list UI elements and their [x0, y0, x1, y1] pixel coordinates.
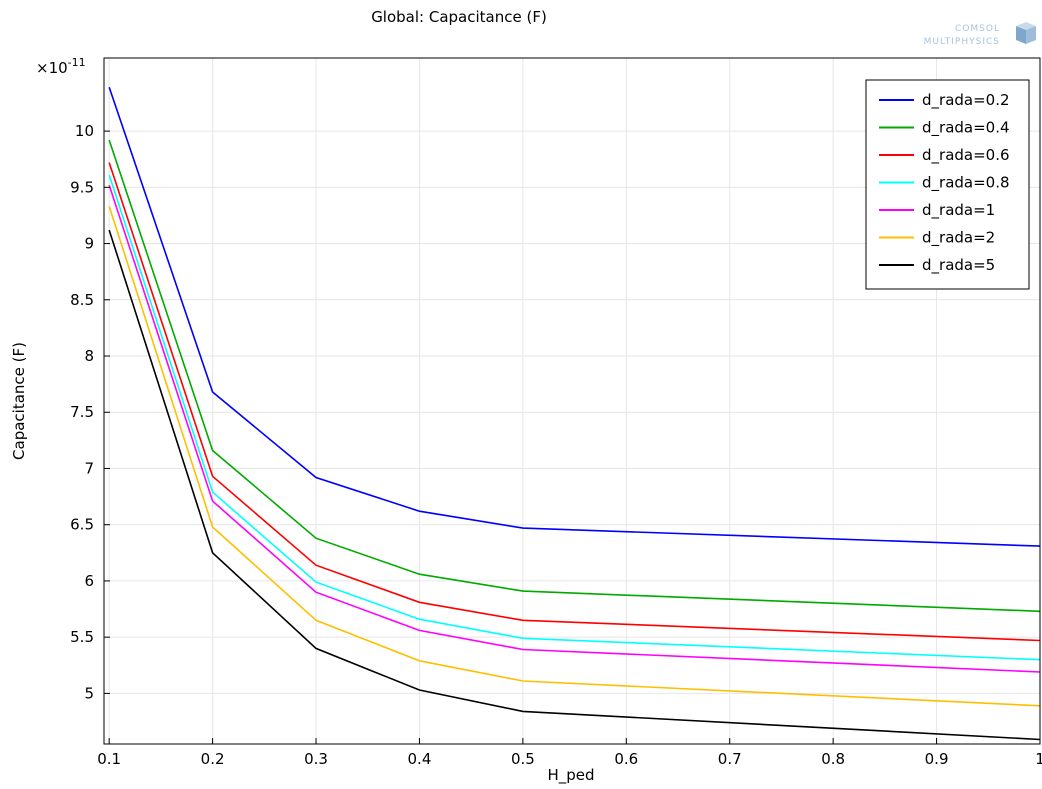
series-line-d-rada-0-8 — [108, 174, 1041, 661]
y-tick-label: 8 — [84, 347, 94, 365]
y-multiplier-exponent: -11 — [68, 56, 86, 69]
x-tick-label: 1 — [1035, 750, 1042, 768]
series-line-d-rada-1 — [108, 184, 1041, 673]
legend-label: d_rada=5 — [922, 256, 995, 275]
y-multiplier-base: ×10 — [36, 59, 68, 77]
x-axis-label: H_ped — [547, 766, 594, 785]
x-tick-label: 0.8 — [821, 750, 845, 768]
plot-frame — [103, 57, 1041, 745]
grid — [104, 58, 1041, 744]
series-line-d-rada-5 — [108, 229, 1041, 741]
legend: d_rada=0.2 d_rada=0.4 d_rada=0.6 d_rada=0.8… — [865, 79, 1030, 290]
legend-label: d_rada=0.8 — [922, 174, 1010, 193]
legend-label: d_rada=0.2 — [922, 91, 1010, 110]
x-tick-label: 0.9 — [925, 750, 949, 768]
comsol-logo: COMSOL MULTIPHYSICS — [924, 22, 1036, 47]
y-tick-label: 6 — [84, 572, 94, 590]
x-tick-label: 0.2 — [201, 750, 225, 768]
y-tick-label: 5 — [84, 684, 94, 702]
y-tick-label: 10 — [75, 122, 94, 140]
series-line-d-rada-0-6 — [108, 162, 1041, 642]
series-line-d-rada-0-2 — [108, 86, 1041, 547]
y-multiplier: ×10-11 — [36, 56, 86, 77]
x-tick-label: 0.7 — [718, 750, 742, 768]
y-tick-label: 9 — [84, 235, 94, 253]
series-lines — [108, 86, 1041, 741]
legend-label: d_rada=0.6 — [922, 146, 1010, 165]
y-tick-label: 6.5 — [70, 516, 94, 534]
y-tick-label: 8.5 — [70, 291, 94, 309]
comsol-cube-icon — [1016, 22, 1036, 44]
y-tick-label: 9.5 — [70, 178, 94, 196]
x-tick-label: 0.3 — [304, 750, 328, 768]
x-tick-label: 0.6 — [614, 750, 638, 768]
y-axis-label: Capacitance (F) — [10, 342, 28, 460]
legend-label: d_rada=1 — [922, 201, 995, 220]
ticks: 0.1 0.2 0.3 0.4 0.5 0.6 0.7 0.8 0.9 1 5 5.5 6 6.5 7 7.5… — [70, 122, 1042, 768]
x-tick-label: 0.4 — [408, 750, 432, 768]
series-line-d-rada-2 — [108, 206, 1041, 707]
legend-label: d_rada=2 — [922, 229, 995, 248]
legend-label: d_rada=0.4 — [922, 119, 1010, 138]
x-tick-label: 0.5 — [511, 750, 535, 768]
series-line-d-rada-0-4 — [108, 139, 1041, 613]
y-tick-label: 7.5 — [70, 403, 94, 421]
logo-line1: COMSOL — [955, 24, 1000, 34]
y-tick-label: 5.5 — [70, 628, 94, 646]
chart-title: Global: Capacitance (F) — [371, 8, 547, 26]
logo-line2: MULTIPHYSICS — [924, 37, 1000, 47]
y-tick-label: 7 — [84, 459, 94, 477]
x-tick-label: 0.1 — [97, 750, 121, 768]
legend-box — [865, 79, 1030, 290]
